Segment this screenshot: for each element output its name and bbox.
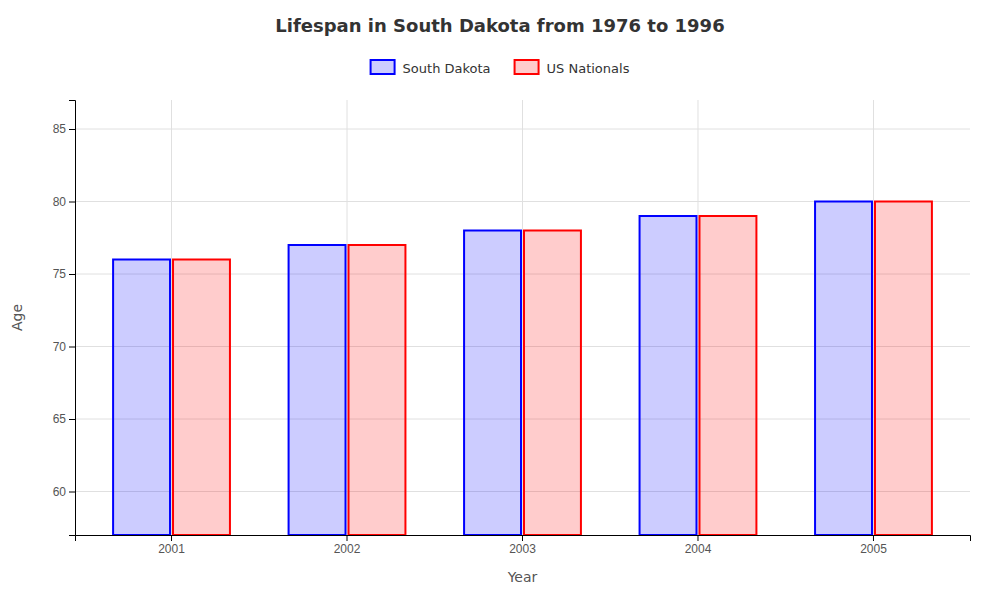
x-tick-label: 2004 [685, 542, 712, 556]
bar-series [113, 202, 872, 536]
x-axis: 2001 2002 2003 2004 2005 [76, 535, 971, 556]
x-tick-mark [697, 535, 698, 541]
legend: South Dakota US Nationals [371, 60, 630, 76]
grid [75, 100, 970, 535]
title: Lifespan in South Dakota from 1976 to 19… [275, 15, 724, 36]
x-axis-line [76, 536, 971, 542]
bar [464, 231, 521, 536]
grid-line [522, 100, 523, 535]
x-tick: 2005 [860, 535, 887, 556]
y-tick: 60 [53, 485, 75, 499]
x-tick-label: 2001 [158, 542, 185, 556]
y-tick-label: 85 [53, 122, 67, 136]
x-tick-label: 2003 [509, 542, 536, 556]
y-tick: 80 [53, 195, 75, 209]
y-tick-label: 70 [53, 340, 67, 354]
y-tick-label: 60 [53, 485, 67, 499]
bar [524, 231, 581, 536]
y-tick: 75 [53, 267, 75, 281]
y-tick-mark [69, 129, 75, 130]
bar [349, 245, 406, 535]
x-tick: 2002 [334, 535, 361, 556]
y-tick-label: 80 [53, 195, 67, 209]
bar [289, 245, 346, 535]
x-tick: 2003 [509, 535, 536, 556]
bar-series [173, 202, 932, 536]
y-tick-mark [69, 274, 75, 275]
bar [699, 216, 756, 535]
legend-label: US Nationals [547, 61, 630, 76]
x-tick-label: 2002 [334, 542, 361, 556]
y-tick-label: 75 [53, 267, 67, 281]
y-tick: 85 [53, 122, 75, 136]
legend-item: South Dakota [371, 60, 491, 76]
legend-swatch [515, 60, 539, 74]
y-axis-title: Age [9, 304, 25, 331]
grid-line [171, 100, 172, 535]
y-tick-mark [69, 202, 75, 203]
grid-line [697, 100, 698, 535]
grid-line [347, 100, 348, 535]
y-axis: 60 65 70 75 80 85 [53, 101, 76, 536]
plot-area: 2001 2002 2003 2004 2005 60 65 70 75 80 85 [53, 100, 971, 556]
y-axis-line [69, 101, 76, 536]
legend-item: US Nationals [515, 60, 630, 76]
y-tick-mark [69, 492, 75, 493]
bar [640, 216, 697, 535]
x-tick-mark [171, 535, 172, 541]
grid-line [873, 100, 874, 535]
legend-swatch [371, 60, 395, 74]
y-tick: 70 [53, 340, 75, 354]
x-tick: 2004 [685, 535, 712, 556]
bar [173, 260, 230, 536]
x-tick-label: 2005 [860, 542, 887, 556]
y-tick-mark [69, 347, 75, 348]
bar [113, 260, 170, 536]
x-axis-title: Year [507, 569, 538, 585]
x-tick-mark [522, 535, 523, 541]
bar [875, 202, 932, 536]
x-tick: 2001 [158, 535, 185, 556]
chart: 2001 2002 2003 2004 2005 60 65 70 75 80 85 Year Age L… [0, 0, 1000, 600]
bars [113, 202, 932, 536]
legend-label: South Dakota [403, 61, 491, 76]
y-tick-label: 65 [53, 412, 67, 426]
y-tick: 65 [53, 412, 75, 426]
x-tick-mark [873, 535, 874, 541]
bar [815, 202, 872, 536]
x-tick-mark [347, 535, 348, 541]
y-tick-mark [69, 419, 75, 420]
